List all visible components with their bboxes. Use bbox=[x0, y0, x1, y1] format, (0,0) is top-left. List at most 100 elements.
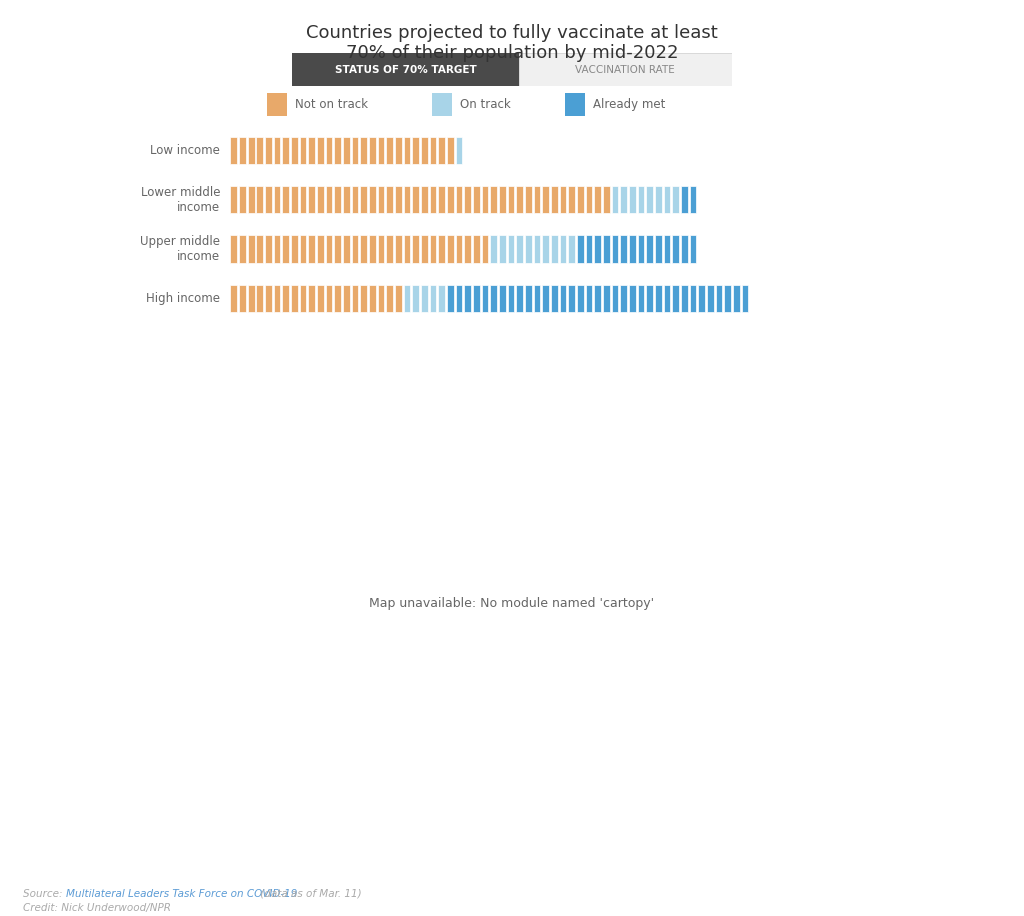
FancyBboxPatch shape bbox=[292, 53, 518, 86]
Bar bbox=[369, 186, 376, 213]
Bar bbox=[516, 235, 523, 263]
Bar bbox=[421, 137, 428, 164]
Text: High income: High income bbox=[146, 291, 220, 305]
Bar bbox=[413, 285, 419, 311]
Bar bbox=[499, 235, 506, 263]
Bar bbox=[490, 235, 497, 263]
Bar bbox=[317, 285, 324, 311]
Bar bbox=[360, 137, 368, 164]
Bar bbox=[360, 186, 368, 213]
Bar bbox=[265, 285, 271, 311]
Bar bbox=[386, 285, 393, 311]
Bar bbox=[499, 186, 506, 213]
Bar bbox=[326, 137, 333, 164]
Bar bbox=[343, 186, 350, 213]
Bar bbox=[300, 235, 306, 263]
Bar bbox=[283, 186, 289, 213]
Text: Lower middle
income: Lower middle income bbox=[140, 186, 220, 213]
Bar bbox=[689, 285, 696, 311]
Bar bbox=[239, 285, 246, 311]
Bar bbox=[300, 137, 306, 164]
Bar bbox=[447, 285, 454, 311]
Bar bbox=[343, 285, 350, 311]
Bar bbox=[326, 235, 333, 263]
Bar bbox=[369, 137, 376, 164]
Bar bbox=[586, 235, 593, 263]
Bar bbox=[308, 285, 315, 311]
Bar bbox=[464, 285, 471, 311]
Bar bbox=[421, 285, 428, 311]
Bar bbox=[438, 186, 445, 213]
Bar bbox=[395, 137, 401, 164]
Bar bbox=[432, 93, 453, 116]
Bar bbox=[265, 186, 271, 213]
FancyBboxPatch shape bbox=[518, 53, 732, 86]
Bar bbox=[430, 285, 436, 311]
Bar bbox=[681, 186, 688, 213]
Bar bbox=[681, 285, 688, 311]
Bar bbox=[267, 93, 288, 116]
Bar bbox=[360, 285, 368, 311]
Bar bbox=[565, 93, 586, 116]
Bar bbox=[378, 285, 384, 311]
Bar bbox=[629, 235, 636, 263]
Bar bbox=[673, 285, 679, 311]
Bar bbox=[335, 235, 341, 263]
Bar bbox=[248, 235, 255, 263]
Bar bbox=[395, 235, 401, 263]
Text: Multilateral Leaders Task Force on COVID-19: Multilateral Leaders Task Force on COVID… bbox=[66, 889, 297, 899]
Bar bbox=[525, 285, 531, 311]
Text: 70% of their population by mid-2022: 70% of their population by mid-2022 bbox=[346, 44, 678, 62]
Bar bbox=[438, 285, 445, 311]
Bar bbox=[577, 235, 584, 263]
Bar bbox=[430, 186, 436, 213]
Bar bbox=[369, 285, 376, 311]
Bar bbox=[621, 285, 627, 311]
Bar bbox=[291, 186, 298, 213]
Bar bbox=[621, 235, 627, 263]
Bar bbox=[638, 186, 644, 213]
Bar bbox=[317, 137, 324, 164]
Bar bbox=[646, 235, 653, 263]
Bar bbox=[741, 285, 749, 311]
Bar bbox=[256, 186, 263, 213]
Bar bbox=[664, 235, 671, 263]
Bar bbox=[551, 285, 558, 311]
Bar bbox=[603, 285, 609, 311]
Bar bbox=[689, 235, 696, 263]
Bar bbox=[403, 186, 411, 213]
Bar bbox=[733, 285, 739, 311]
Bar bbox=[351, 285, 358, 311]
Bar bbox=[543, 186, 549, 213]
Bar bbox=[230, 137, 238, 164]
Bar bbox=[430, 137, 436, 164]
Bar bbox=[413, 235, 419, 263]
Bar bbox=[560, 235, 566, 263]
Bar bbox=[395, 186, 401, 213]
Bar bbox=[534, 235, 541, 263]
Bar bbox=[481, 186, 488, 213]
Text: Upper middle
income: Upper middle income bbox=[140, 235, 220, 263]
Bar bbox=[490, 186, 497, 213]
Bar bbox=[351, 137, 358, 164]
Text: Low income: Low income bbox=[151, 144, 220, 158]
Bar bbox=[386, 186, 393, 213]
Bar bbox=[621, 186, 627, 213]
Bar bbox=[447, 235, 454, 263]
Bar bbox=[273, 186, 281, 213]
Bar bbox=[638, 235, 644, 263]
Bar bbox=[508, 235, 514, 263]
Bar bbox=[378, 235, 384, 263]
Bar bbox=[256, 235, 263, 263]
Bar bbox=[664, 186, 671, 213]
Bar bbox=[577, 285, 584, 311]
Bar bbox=[300, 186, 306, 213]
Bar bbox=[560, 186, 566, 213]
Bar bbox=[689, 186, 696, 213]
Bar bbox=[413, 137, 419, 164]
Bar bbox=[256, 137, 263, 164]
Bar bbox=[473, 285, 480, 311]
Text: Countries projected to fully vaccinate at least: Countries projected to fully vaccinate a… bbox=[306, 24, 718, 42]
Bar bbox=[464, 235, 471, 263]
Bar bbox=[594, 235, 601, 263]
